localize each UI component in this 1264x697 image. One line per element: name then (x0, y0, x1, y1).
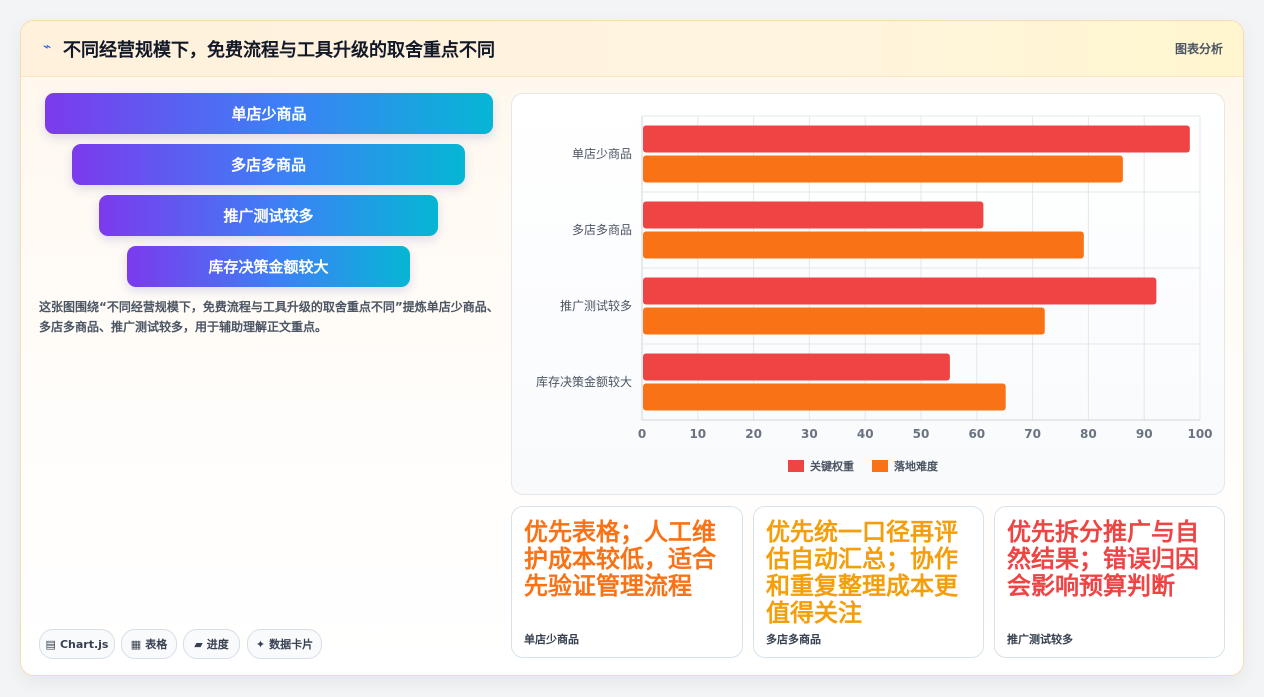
card-label: 多店多商品 (766, 633, 821, 646)
y-tick-label: 单店少商品 (572, 146, 632, 161)
funnel-step-2: 多店多商品 (72, 144, 465, 185)
x-tick-label: 10 (689, 427, 706, 441)
y-tick-label: 推广测试较多 (560, 298, 632, 313)
chip-label: 数据卡片 (269, 638, 314, 651)
chart-description: 这张图围绕“不同经营规模下，免费流程与工具升级的取舍重点不同”提炼单店少商品、多… (39, 300, 499, 334)
main-card: ⌁ 不同经营规模下，免费流程与工具升级的取舍重点不同 图表分析 单店少商品 多店… (20, 20, 1244, 676)
pulse-icon: ⌁ (43, 39, 52, 55)
chip-data-card[interactable]: ✦ 数据卡片 (247, 629, 322, 659)
legend-label: 落地难度 (894, 459, 939, 473)
x-tick-label: 70 (1024, 427, 1041, 441)
card-headline: 优先拆分推广与自然结果；错误归因会影响预算判断 (1007, 518, 1199, 600)
funnel-step-3: 推广测试较多 (99, 195, 438, 236)
card-label: 推广测试较多 (1007, 633, 1073, 646)
chip-progress[interactable]: ▰ 进度 (183, 629, 240, 659)
y-tick-label: 库存决策金额较大 (536, 374, 632, 389)
y-tick-label: 多店多商品 (572, 222, 632, 237)
info-card-1: 优先表格；人工维护成本较低，适合先验证管理流程 单店少商品 (511, 506, 743, 658)
card-headline: 优先表格；人工维护成本较低，适合先验证管理流程 (524, 518, 716, 600)
chart-icon: ▤ (45, 637, 56, 651)
chart-analysis-badge: 图表分析 (1174, 42, 1223, 56)
legend-swatch (872, 460, 888, 472)
bar-difficulty (643, 383, 1006, 411)
bar-difficulty (643, 231, 1084, 259)
chip-label: 进度 (206, 638, 229, 651)
bar-key-weight (643, 201, 984, 229)
bar-difficulty (643, 155, 1123, 183)
chip-table[interactable]: ▦ 表格 (121, 629, 177, 659)
x-tick-label: 80 (1080, 427, 1097, 441)
info-card-3: 优先拆分推广与自然结果；错误归因会影响预算判断 推广测试较多 (994, 506, 1225, 658)
x-tick-label: 30 (801, 427, 818, 441)
bar-key-weight (643, 353, 950, 381)
funnel-step-4: 库存决策金额较大 (127, 246, 410, 287)
legend-label: 关键权重 (810, 459, 854, 473)
table-icon: ▦ (130, 637, 142, 651)
x-tick-label: 50 (913, 427, 930, 441)
info-card-2: 优先统一口径再评估自动汇总；协作和重复整理成本更值得关注 多店多商品 (753, 506, 984, 658)
x-tick-label: 20 (745, 427, 762, 441)
x-tick-label: 40 (857, 427, 874, 441)
card-label: 单店少商品 (524, 633, 579, 646)
card-headline: 优先统一口径再评估自动汇总；协作和重复整理成本更值得关注 (766, 518, 958, 627)
header: ⌁ 不同经营规模下，免费流程与工具升级的取舍重点不同 图表分析 (21, 21, 1243, 77)
chart-panel: 0 10 20 30 40 50 60 70 80 90 100 单店少商品多店多商品推广测试较多库存… (511, 93, 1225, 495)
progress-icon: ▰ (194, 637, 203, 651)
x-tick-label: 90 (1136, 427, 1153, 441)
bar-difficulty (643, 307, 1045, 335)
chip-chartjs[interactable]: ▤ Chart.js (39, 629, 115, 659)
x-tick-label: 100 (1187, 427, 1212, 441)
bar-chart: 0 10 20 30 40 50 60 70 80 90 100 单店少商品多店多商品推广测试较多库存… (536, 115, 1213, 473)
chip-label: 表格 (145, 638, 168, 651)
chip-label: Chart.js (59, 637, 109, 651)
legend-swatch (788, 460, 804, 472)
x-tick-label: 60 (968, 427, 985, 441)
x-tick-label: 0 (638, 427, 646, 441)
funnel-step-1: 单店少商品 (45, 93, 493, 134)
bar-key-weight (643, 125, 1190, 153)
bar-key-weight (643, 277, 1157, 305)
page-title: 不同经营规模下，免费流程与工具升级的取舍重点不同 (63, 40, 495, 61)
card-icon: ✦ (255, 637, 266, 651)
